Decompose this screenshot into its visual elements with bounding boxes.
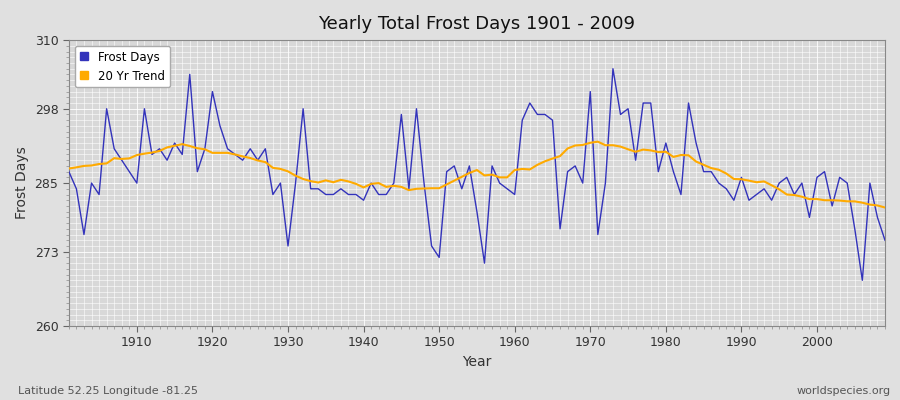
Text: Latitude 52.25 Longitude -81.25: Latitude 52.25 Longitude -81.25 bbox=[18, 386, 198, 396]
Legend: Frost Days, 20 Yr Trend: Frost Days, 20 Yr Trend bbox=[75, 46, 170, 87]
Text: worldspecies.org: worldspecies.org bbox=[796, 386, 891, 396]
Y-axis label: Frost Days: Frost Days bbox=[15, 147, 29, 220]
X-axis label: Year: Year bbox=[463, 355, 491, 369]
Title: Yearly Total Frost Days 1901 - 2009: Yearly Total Frost Days 1901 - 2009 bbox=[319, 15, 635, 33]
